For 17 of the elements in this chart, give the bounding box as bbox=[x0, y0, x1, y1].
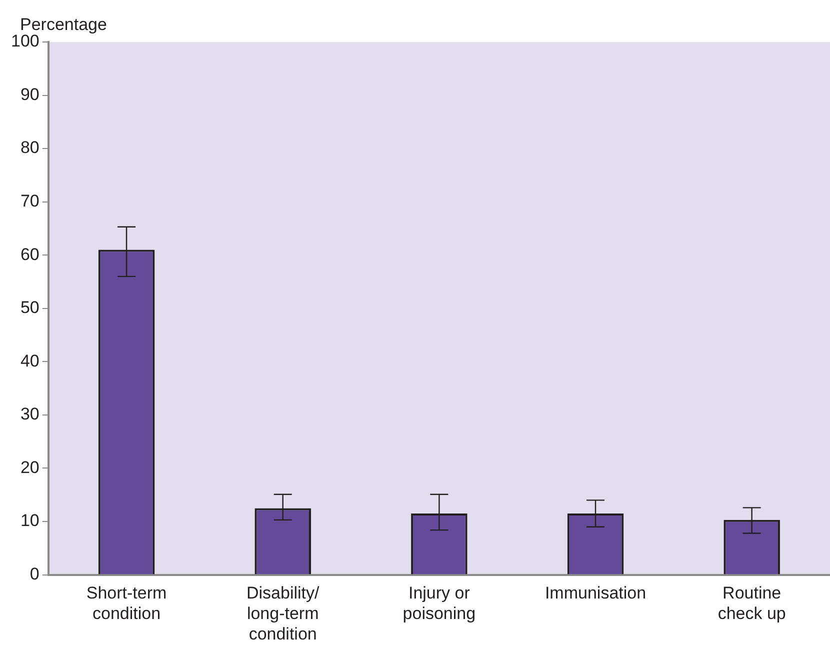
y-tick-label: 0 bbox=[30, 564, 40, 584]
y-tick-label: 70 bbox=[20, 192, 40, 211]
y-tick-label: 30 bbox=[20, 404, 40, 424]
y-tick-label: 40 bbox=[20, 351, 40, 370]
x-tick-label: Immunisation bbox=[544, 584, 646, 603]
x-tick-label: Disability/ long-term condition bbox=[246, 584, 320, 644]
y-tick-label: 20 bbox=[20, 458, 40, 477]
y-tick-label: 50 bbox=[20, 298, 40, 318]
y-tick-label: 90 bbox=[20, 84, 40, 104]
y-tick-label: 80 bbox=[20, 138, 40, 158]
y-tick-label: 10 bbox=[20, 511, 40, 530]
x-tick-label: Short-term condition bbox=[86, 584, 167, 624]
y-axis-title: Percentage bbox=[20, 15, 107, 34]
y-tick-label: 100 bbox=[10, 32, 40, 51]
x-tick-label: Routine check up bbox=[718, 584, 786, 624]
x-tick-label: Injury or poisoning bbox=[402, 584, 476, 624]
y-tick-label: 60 bbox=[20, 244, 40, 264]
